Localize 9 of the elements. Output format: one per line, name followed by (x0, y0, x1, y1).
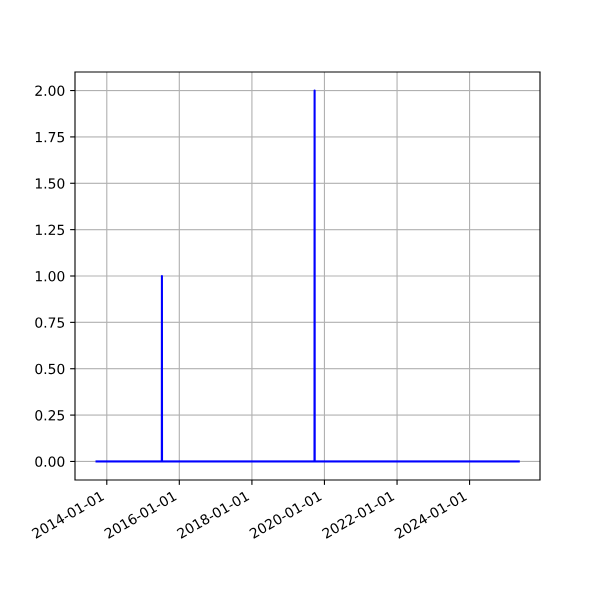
y-tick-label: 0.75 (35, 317, 64, 328)
y-tick-label: 1.25 (36, 224, 64, 236)
y-tick-label: 0.50 (35, 364, 64, 374)
y-tick-label: 0.00 (35, 456, 64, 467)
y-tick-label: 1.00 (36, 270, 64, 282)
y-tick-label: 1.50 (36, 178, 64, 189)
y-tick-label: 1.75 (36, 132, 64, 142)
y-tick-label: 2.00 (35, 86, 64, 96)
y-tick-label: 0.25 (35, 410, 64, 421)
